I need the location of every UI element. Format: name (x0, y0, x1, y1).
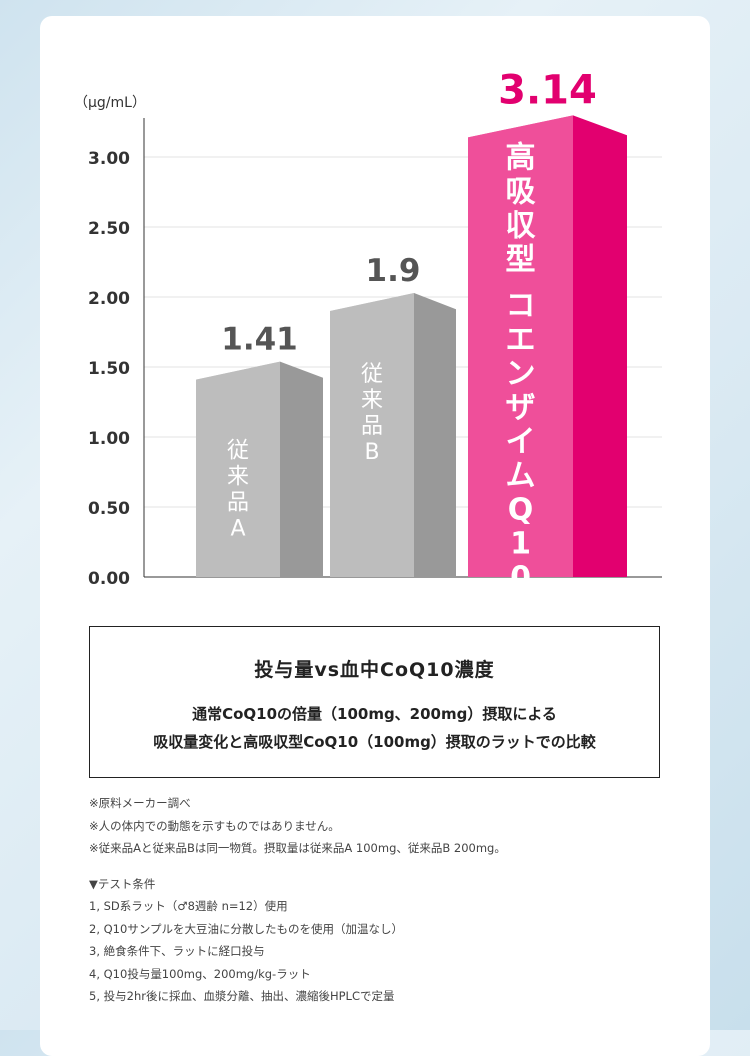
category-label-char: ザ (506, 390, 536, 425)
notes: ※原料メーカー調べ ※人の体内での動態を示すものではありません。 ※従来品Aと従… (89, 792, 689, 1008)
category-label-char: コ (506, 288, 536, 323)
note-source: ※原料メーカー調べ (89, 796, 191, 810)
category-label-char: 型 (506, 242, 536, 277)
y-tick-label: 0.00 (88, 569, 130, 589)
y-tick-label: 1.50 (88, 359, 130, 379)
bar-chart: （μg/mL） 0.00 0.50 1.00 1.50 2.00 2.50 3.00 1.41 従… (74, 67, 662, 595)
category-label-char: ン (506, 356, 536, 391)
data-label: 1.41 (221, 322, 298, 358)
category-label-char: 吸 (506, 174, 536, 209)
y-tick-label: 3.00 (88, 149, 130, 169)
y-tick-label: 2.00 (88, 289, 130, 309)
bar-side (573, 115, 627, 578)
bar-side (414, 293, 456, 577)
category-label-char: 高 (506, 140, 536, 175)
info-line-2: 吸収量変化と高吸収型CoQ10（100mg）摂取のラットでの比較 (153, 733, 596, 751)
category-label-char: エ (506, 322, 536, 357)
y-tick-label: 2.50 (88, 219, 130, 239)
category-label-char: 従 (361, 362, 383, 387)
category-label-char: イ (506, 424, 536, 459)
category-label-char: 来 (227, 465, 249, 490)
y-tick-label: 1.00 (88, 429, 130, 449)
condition-item: 2, Q10サンプルを大豆油に分散したものを使用（加温なし） (89, 921, 403, 936)
bar (196, 361, 280, 577)
note-comparison: ※従来品Aと従来品Bは同一物質。摂取量は従来品A 100mg、従来品B 200m… (89, 841, 506, 855)
category-label-char: 1 (510, 526, 531, 561)
category-label-char: Q (508, 492, 534, 527)
category-label-char: A (230, 517, 245, 542)
condition-item: 4, Q10投与量100mg、200mg/kg-ラット (89, 966, 311, 981)
condition-item: 1, SD系ラット（♂8週齢 n=12）使用 (89, 899, 288, 913)
condition-item: 5, 投与2hr後に採血、血漿分離、抽出、濃縮後HPLCで定量 (89, 989, 395, 1003)
category-label-char: 収 (506, 208, 537, 243)
info-box: 投与量vs血中CoQ10濃度 通常CoQ10の倍量（100mg、200mg）摂取… (89, 626, 660, 778)
bar (330, 293, 414, 577)
category-label-char: B (364, 440, 379, 465)
note-disclaimer: ※人の体内での動態を示すものではありません。 (89, 818, 340, 833)
info-title: 投与量vs血中CoQ10濃度 (254, 659, 495, 681)
conditions-heading: ▼テスト条件 (89, 876, 156, 891)
category-label-char: 品 (361, 414, 383, 439)
data-label: 1.9 (366, 253, 421, 289)
bar (468, 115, 573, 578)
bar-side (280, 361, 323, 577)
y-axis-unit: （μg/mL） (74, 95, 146, 111)
info-line-1: 通常CoQ10の倍量（100mg、200mg）摂取による (192, 705, 557, 723)
condition-item: 3, 絶食条件下、ラットに経口投与 (89, 944, 265, 958)
category-label-char: 0 (510, 560, 531, 595)
y-tick-label: 0.50 (88, 499, 130, 519)
data-label: 3.14 (498, 67, 597, 113)
category-label-char: 品 (227, 491, 249, 516)
category-label-char: 従 (227, 439, 249, 464)
category-label-char: 来 (361, 388, 383, 413)
category-label-char: ム (506, 458, 536, 493)
